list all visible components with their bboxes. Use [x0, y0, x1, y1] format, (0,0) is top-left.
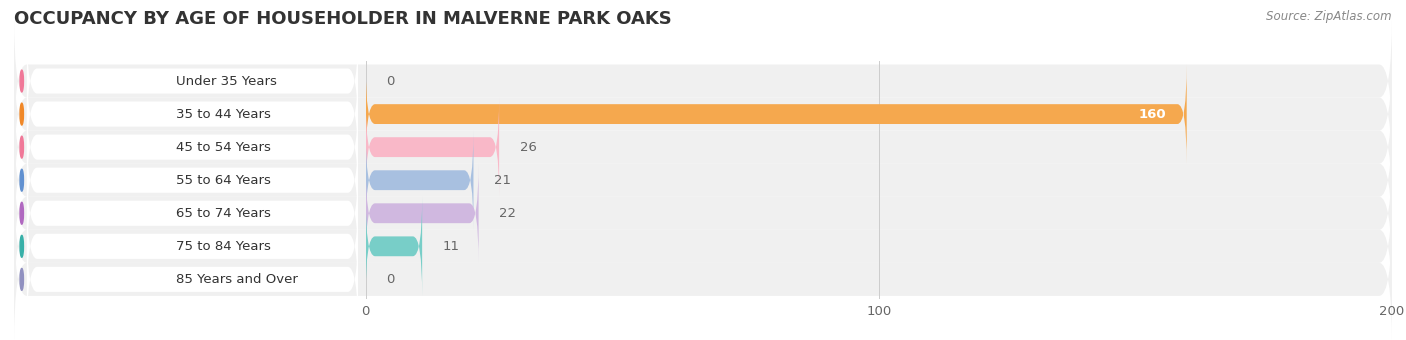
FancyBboxPatch shape: [14, 213, 1392, 340]
FancyBboxPatch shape: [27, 160, 359, 267]
Text: 160: 160: [1139, 107, 1166, 121]
Circle shape: [20, 169, 24, 191]
FancyBboxPatch shape: [14, 81, 1392, 213]
Circle shape: [20, 136, 24, 158]
FancyBboxPatch shape: [27, 94, 359, 201]
FancyBboxPatch shape: [27, 61, 359, 168]
Text: Under 35 Years: Under 35 Years: [176, 74, 277, 87]
Text: 85 Years and Over: 85 Years and Over: [176, 273, 298, 286]
FancyBboxPatch shape: [27, 28, 359, 135]
Circle shape: [20, 235, 24, 257]
FancyBboxPatch shape: [27, 226, 359, 333]
Text: 65 to 74 Years: 65 to 74 Years: [176, 207, 271, 220]
Circle shape: [20, 202, 24, 224]
Circle shape: [20, 70, 24, 92]
FancyBboxPatch shape: [14, 48, 1392, 180]
Text: 0: 0: [387, 74, 395, 87]
Text: 75 to 84 Years: 75 to 84 Years: [176, 240, 271, 253]
Text: 22: 22: [499, 207, 516, 220]
Text: 55 to 64 Years: 55 to 64 Years: [176, 174, 271, 187]
Text: 0: 0: [387, 273, 395, 286]
Text: Source: ZipAtlas.com: Source: ZipAtlas.com: [1267, 10, 1392, 23]
FancyBboxPatch shape: [366, 98, 499, 197]
FancyBboxPatch shape: [366, 197, 422, 296]
FancyBboxPatch shape: [14, 180, 1392, 312]
FancyBboxPatch shape: [366, 65, 1187, 164]
FancyBboxPatch shape: [14, 147, 1392, 279]
Text: 21: 21: [494, 174, 510, 187]
Text: 35 to 44 Years: 35 to 44 Years: [176, 107, 271, 121]
FancyBboxPatch shape: [27, 193, 359, 300]
FancyBboxPatch shape: [14, 114, 1392, 246]
Text: 26: 26: [520, 141, 537, 154]
Text: OCCUPANCY BY AGE OF HOUSEHOLDER IN MALVERNE PARK OAKS: OCCUPANCY BY AGE OF HOUSEHOLDER IN MALVE…: [14, 10, 672, 28]
Circle shape: [20, 269, 24, 290]
Text: 45 to 54 Years: 45 to 54 Years: [176, 141, 271, 154]
Circle shape: [20, 103, 24, 125]
FancyBboxPatch shape: [366, 164, 478, 263]
FancyBboxPatch shape: [14, 15, 1392, 147]
FancyBboxPatch shape: [27, 127, 359, 234]
Text: 11: 11: [443, 240, 460, 253]
FancyBboxPatch shape: [366, 131, 474, 230]
